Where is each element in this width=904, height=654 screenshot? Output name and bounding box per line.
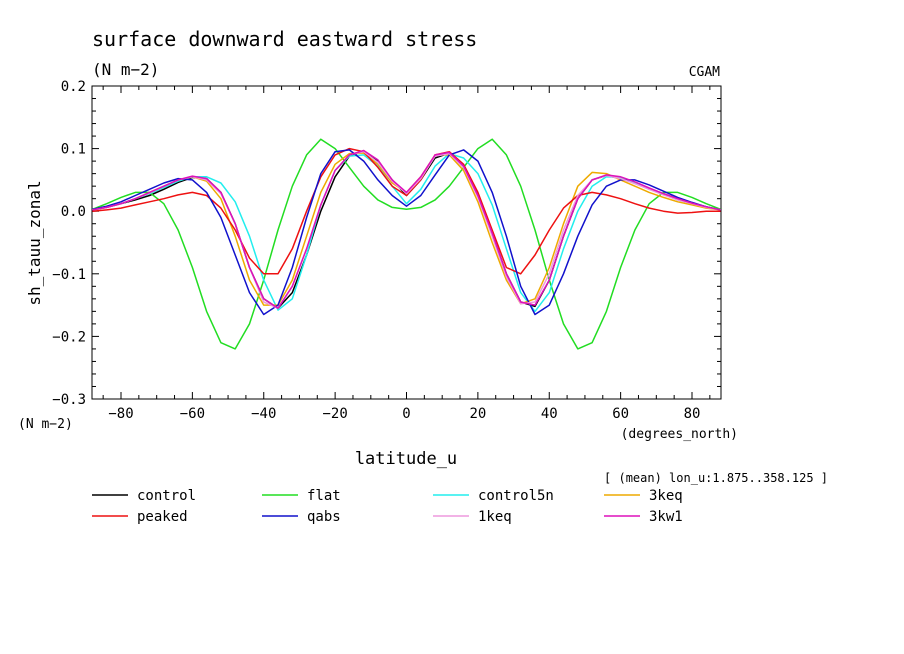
x-tick-label: 80	[684, 406, 701, 422]
mean-note: [ (mean) lon_u:1.875..358.125 ]	[604, 471, 828, 485]
series-line-qabs	[92, 149, 721, 316]
y-tick-label: 0.0	[61, 204, 86, 220]
series-line-control	[92, 150, 721, 309]
x-tick-label: −20	[322, 406, 347, 422]
series-lines	[92, 138, 721, 350]
plot-frame	[91, 85, 722, 400]
x-tick-label: 40	[541, 406, 558, 422]
legend-label-peaked: peaked	[137, 509, 188, 525]
y-tick-label: −0.3	[52, 392, 86, 408]
chart-title: surface downward eastward stress	[92, 27, 477, 51]
series-line-3kw1	[92, 149, 721, 309]
chart-subtitle: (N m−2)	[92, 60, 159, 79]
legend-label-qabs: qabs	[307, 509, 341, 525]
x-tick-label: 0	[402, 406, 410, 422]
y-axis-label: sh_tauu_zonal	[25, 180, 44, 305]
x-axis-label: latitude_u	[355, 449, 457, 469]
x-tick-label: −40	[251, 406, 276, 422]
legend-label-3kw1: 3kw1	[649, 509, 683, 525]
y-tick-label: 0.1	[61, 142, 86, 158]
x-tick-label: 20	[469, 406, 486, 422]
x-tick-label: −80	[108, 406, 133, 422]
source-label: CGAM	[689, 65, 720, 80]
legend-label-flat: flat	[307, 488, 341, 504]
legend: control flat control5n 3keq peaked qabs 1keq 3k…	[92, 488, 683, 525]
x-tick-labels: −80 −60 −40 −20 0 20 40 60 80	[108, 406, 700, 422]
x-tick-label: −60	[180, 406, 205, 422]
x-tick-label: 60	[612, 406, 629, 422]
y-tick-label: −0.1	[52, 267, 86, 283]
legend-label-control5n: control5n	[478, 488, 554, 504]
y-tick-label: 0.2	[61, 79, 86, 95]
y-tick-labels: −0.3 −0.2 −0.1 0.0 0.1 0.2	[52, 79, 86, 408]
y-axis-units: (N m−2)	[18, 417, 73, 432]
legend-label-control: control	[137, 488, 196, 504]
series-line-flat	[92, 138, 721, 350]
legend-label-3keq: 3keq	[649, 488, 683, 504]
y-tick-label: −0.2	[52, 329, 86, 345]
series-line-3keq	[92, 152, 721, 306]
series-line-1keq	[92, 150, 721, 309]
series-line-peaked	[92, 147, 721, 275]
x-axis-units: (degrees_north)	[621, 427, 738, 442]
axis-ticks	[92, 85, 721, 400]
legend-label-1keq: 1keq	[478, 509, 512, 525]
